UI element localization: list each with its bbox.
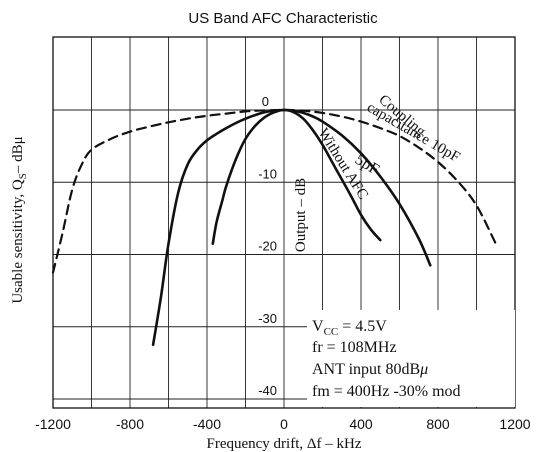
y-axis-label-sub: S — [17, 173, 29, 179]
plot-frame — [52, 36, 516, 409]
y-axis-label-unit: – dBμ — [10, 136, 26, 174]
condition-fr: fr = 108MHz — [312, 339, 397, 356]
x-tick-label: -400 — [193, 416, 221, 432]
annotation-coupling-line2: capacitance 10pF — [364, 100, 463, 166]
x-tick-label: 400 — [349, 416, 373, 432]
x-axis-label: Frequency drift, Δf – kHz — [206, 436, 361, 452]
y-tick-label: 0 — [262, 94, 269, 109]
x-tick-label: -1200 — [35, 416, 71, 432]
x-tick-label: 1200 — [499, 416, 530, 432]
x-tick-labels: -1200 -800 -400 0 400 800 1200 — [35, 416, 531, 432]
series-line-3 — [211, 108, 382, 245]
x-tick-label: -800 — [116, 416, 144, 432]
series-line-2 — [151, 108, 432, 347]
x-tick-label: 0 — [280, 416, 288, 432]
condition-vcc: VCC = 4.5V — [312, 318, 387, 338]
series-layer — [51, 108, 497, 347]
y-tick-label: -20 — [258, 239, 277, 254]
y-axis-label: Usable sensitivity, QS– dBμ — [10, 136, 29, 303]
condition-ant: ANT input 80dBμ — [312, 361, 428, 378]
output-axis-label: Output – dB — [293, 178, 309, 252]
series-line-1 — [51, 108, 497, 274]
condition-fm: fm = 400Hz -30% mod — [312, 383, 461, 400]
y-tick-labels: 0 -10 -20 -30 -40 — [258, 94, 277, 398]
y-tick-label: -30 — [258, 311, 277, 326]
y-tick-label: -10 — [258, 166, 277, 181]
y-tick-label: -40 — [258, 383, 277, 398]
conditions-box — [307, 310, 515, 407]
chart-title: US Band AFC Characteristic — [188, 10, 378, 27]
conditions: VCC = 4.5V fr = 108MHz ANT input 80dBμ f… — [312, 318, 461, 400]
grid — [53, 37, 515, 408]
x-tick-label: 800 — [426, 416, 450, 432]
y-axis-label-main: Usable sensitivity, Q — [10, 179, 26, 304]
